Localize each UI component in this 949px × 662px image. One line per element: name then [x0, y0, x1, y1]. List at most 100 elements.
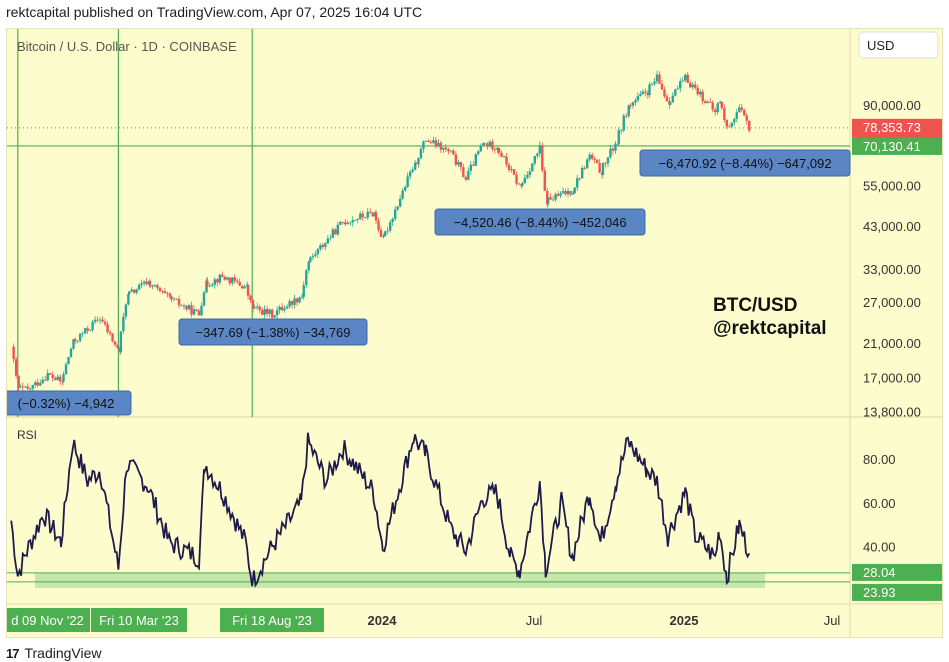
candle-body-41: [111, 333, 114, 342]
candle-body-259: [629, 105, 632, 107]
candle-body-175: [429, 141, 433, 143]
candle-body-273: [663, 89, 666, 97]
candle-body-214: [523, 177, 527, 184]
candle-body-167: [411, 169, 414, 172]
candle-body-185: [454, 154, 458, 165]
candle-body-59: [151, 286, 154, 288]
candle-body-143: [354, 219, 357, 221]
candle-body-308: [748, 120, 751, 131]
candle-body-37: [101, 319, 104, 322]
rsi-band-label-box-0: [852, 563, 942, 581]
candle-body-157: [386, 230, 389, 232]
candle-body-74: [187, 305, 191, 310]
candle-body-33: [91, 321, 94, 330]
candle-body-96: [241, 285, 244, 289]
candle-body-170: [417, 157, 420, 165]
candle-body-255: [620, 130, 623, 132]
candle-body-64: [163, 291, 167, 294]
candle-body-215: [526, 175, 529, 178]
candle-body-235: [573, 187, 576, 194]
candle-body-228: [556, 194, 560, 196]
candle-body-10: [36, 382, 39, 386]
candle-body-279: [676, 88, 679, 90]
candle-body-84: [211, 284, 214, 286]
candle-body-194: [477, 151, 480, 155]
candle-body-112: [278, 306, 281, 311]
chart-frame[interactable]: Bitcoin / U.S. Dollar · 1D · COINBASE USD…: [6, 28, 943, 638]
candle-body-189: [464, 176, 468, 180]
candle-body-35: [96, 319, 99, 321]
candle-body-229: [559, 193, 562, 196]
candle-body-195: [479, 145, 482, 152]
candle-body-142: [351, 219, 354, 223]
candle-body-104: [258, 306, 261, 311]
candle-body-102: [253, 307, 256, 309]
candle-body-78: [197, 310, 201, 316]
candle-body-124: [307, 261, 310, 271]
support-price-label: 70,130.41: [863, 139, 921, 154]
candle-body-298: [723, 108, 726, 121]
candle-body-118: [293, 298, 296, 305]
measurement-box-2: [434, 208, 646, 236]
candle-body-114: [283, 308, 286, 311]
candle-body-147: [364, 217, 367, 218]
candle-body-86: [216, 279, 219, 283]
time-label-box-2: [220, 608, 324, 632]
candle-body-226: [551, 199, 555, 201]
candle-body-209: [512, 169, 516, 175]
candle-body-227: [554, 194, 557, 200]
candle-body-251: [611, 148, 615, 151]
price-chart-svg[interactable]: Bitcoin / U.S. Dollar · 1D · COINBASE USD…: [7, 29, 942, 637]
candle-body-49: [127, 291, 131, 295]
candle-body-12: [41, 379, 44, 384]
candle-body-270: [655, 74, 659, 82]
rsi-band-label-box-1: [852, 583, 942, 601]
candle-body-293: [711, 102, 714, 110]
candle-body-155: [382, 235, 385, 237]
candle-body-199: [488, 141, 492, 147]
candle-body-220: [538, 145, 541, 154]
candle-body-83: [208, 285, 212, 287]
candle-body-117: [290, 301, 294, 305]
candle-body-288: [699, 91, 702, 95]
candle-body-23: [67, 356, 70, 365]
candle-body-76: [192, 309, 196, 315]
overlay-author: @rektcapital: [713, 318, 827, 339]
candle-body-79: [200, 305, 203, 316]
time-label-5: 2025: [670, 613, 699, 628]
candle-body-107: [265, 308, 269, 314]
candle-body-271: [658, 74, 661, 84]
measurement-label-0: (−0.32%) −4,942: [18, 396, 115, 411]
candle-body-307: [745, 115, 748, 121]
candle-body-287: [696, 87, 699, 95]
candle-body-191: [469, 164, 473, 171]
candle-body-149: [369, 211, 372, 213]
candle-body-126: [311, 255, 315, 258]
candle-body-68: [172, 298, 176, 300]
candle-body-81: [205, 280, 208, 293]
price-tick-7: 13,800.00: [863, 404, 921, 419]
candle-body-135: [334, 229, 337, 235]
candle-body-22: [64, 364, 68, 375]
candle-body-277: [671, 95, 674, 103]
measurement-label-3: −6,470.92 (−8.44%) −647,092: [658, 156, 831, 171]
candle-body-16: [51, 374, 54, 379]
candle-body-206: [505, 156, 508, 165]
measurement-box-0: [7, 390, 132, 416]
candle-body-140: [346, 222, 349, 225]
candle-body-210: [515, 174, 518, 184]
candle-body-52: [135, 289, 138, 293]
candle-body-152: [374, 212, 378, 221]
candle-body-3: [19, 386, 22, 388]
candle-body-31: [86, 328, 89, 331]
candle-body-213: [521, 183, 524, 187]
candle-body-28: [78, 333, 82, 341]
candle-body-201: [493, 149, 497, 150]
currency-box: [858, 31, 939, 59]
candle-body-150: [371, 212, 374, 217]
candle-body-90: [226, 277, 229, 280]
candle-body-53: [137, 284, 141, 290]
candle-body-54: [140, 283, 143, 285]
rsi-tick-2: 40.00: [863, 540, 896, 555]
candle-body-47: [124, 304, 128, 317]
